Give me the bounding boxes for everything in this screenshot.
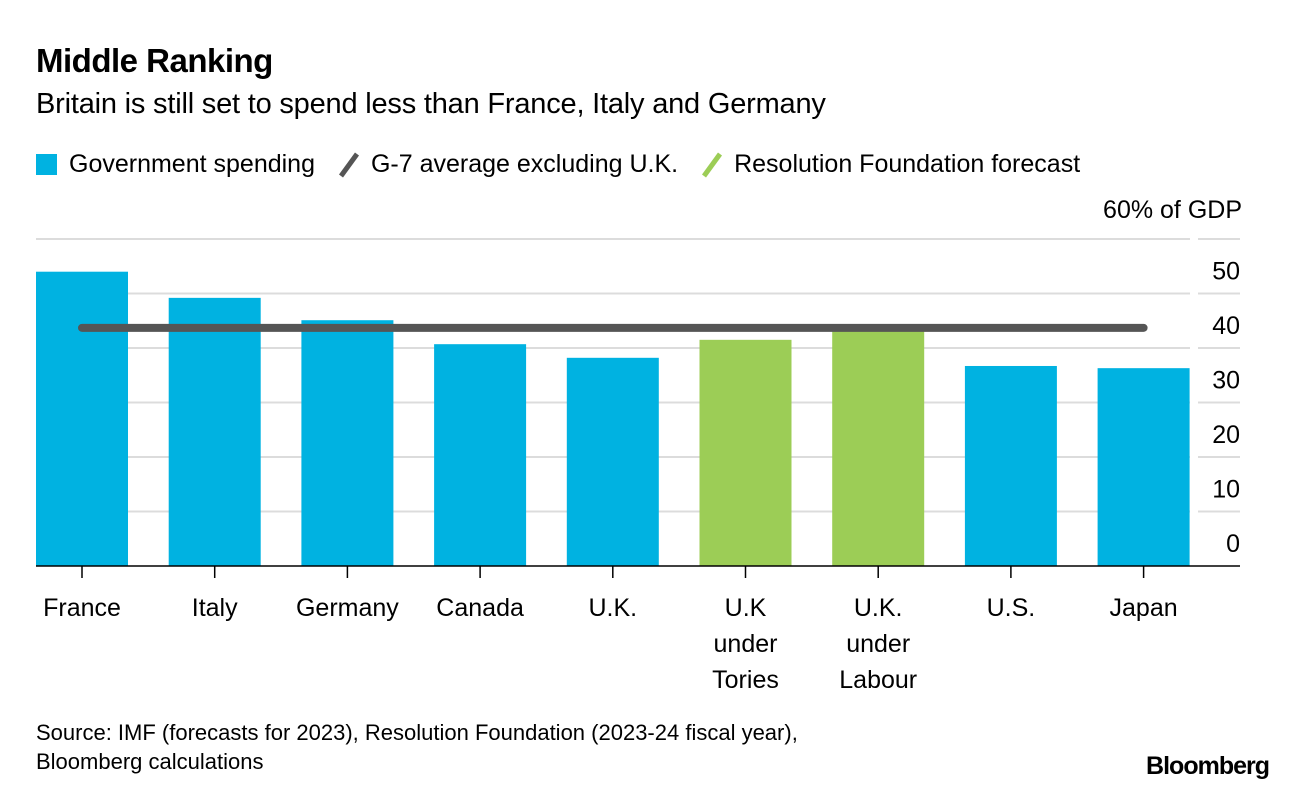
x-axis bbox=[36, 565, 1240, 578]
source-line-1: Source: IMF (forecasts for 2023), Resolu… bbox=[36, 720, 798, 745]
y-axis-unit-label: 60% of GDP bbox=[1103, 196, 1242, 224]
x-tick-label: Germany bbox=[296, 594, 399, 622]
y-tick-label: 40 bbox=[1212, 312, 1240, 340]
x-tick-label: Tories bbox=[712, 666, 779, 694]
chart-subtitle: Britain is still set to spend less than … bbox=[36, 88, 826, 120]
bar bbox=[699, 339, 792, 566]
x-tick-label: under bbox=[846, 630, 910, 658]
chart-title: Middle Ranking bbox=[36, 42, 273, 79]
x-tick-label: France bbox=[43, 594, 121, 622]
bloomberg-logo: Bloomberg bbox=[1146, 752, 1270, 780]
bar bbox=[301, 320, 394, 566]
x-tick-label: U.K bbox=[725, 594, 767, 622]
legend-label: Resolution Foundation forecast bbox=[734, 150, 1081, 178]
x-axis-labels: France Italy Germany Canada U.K. U.K under Tori… bbox=[43, 594, 1178, 694]
bar bbox=[832, 328, 925, 566]
x-tick-label: under bbox=[714, 630, 778, 658]
bars bbox=[36, 271, 1190, 566]
x-tick-label: Japan bbox=[1110, 594, 1178, 622]
source-line-2: Bloomberg calculations bbox=[36, 749, 264, 774]
legend-label: Government spending bbox=[69, 150, 315, 178]
footer-source: Source: IMF (forecasts for 2023), Resolu… bbox=[36, 718, 798, 776]
legend: Government spending G-7 average excludin… bbox=[36, 150, 1102, 179]
bar bbox=[1097, 368, 1190, 566]
y-tick-label: 50 bbox=[1212, 258, 1240, 286]
legend-item-government-spending: Government spending bbox=[36, 150, 315, 179]
x-tick-label: U.S. bbox=[987, 594, 1036, 622]
slash-swatch-icon bbox=[338, 152, 360, 177]
legend-label: G-7 average excluding U.K. bbox=[370, 150, 679, 178]
bar bbox=[566, 357, 659, 566]
bar bbox=[434, 344, 527, 566]
square-swatch-icon bbox=[36, 154, 57, 175]
x-tick-label: U.K. bbox=[854, 594, 903, 622]
bar bbox=[964, 365, 1057, 566]
y-axis-ticks: 0 10 20 30 40 50 bbox=[1212, 258, 1240, 559]
bar bbox=[36, 271, 128, 566]
x-tick-label: Canada bbox=[436, 594, 524, 622]
y-tick-label: 30 bbox=[1212, 367, 1240, 395]
x-tick-label: U.K. bbox=[588, 594, 637, 622]
legend-item-resolution-foundation: Resolution Foundation forecast bbox=[700, 150, 1080, 179]
y-tick-label: 10 bbox=[1212, 476, 1240, 504]
y-tick-label: 20 bbox=[1212, 421, 1240, 449]
y-tick-label: 0 bbox=[1226, 530, 1240, 558]
bar bbox=[168, 297, 261, 566]
x-tick-label: Labour bbox=[839, 666, 917, 694]
x-tick-label: Italy bbox=[192, 594, 238, 622]
slash-swatch-icon bbox=[702, 152, 723, 177]
legend-item-g7-average: G-7 average excluding U.K. bbox=[337, 150, 678, 179]
